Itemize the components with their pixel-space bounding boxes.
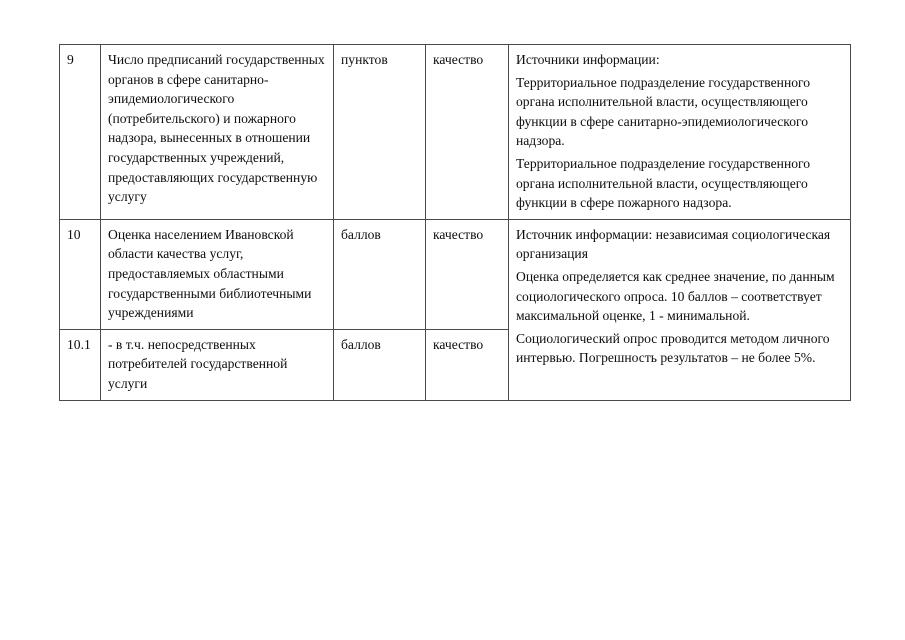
indicator-name-cell: Оценка населением Ивановской области кач…: [100, 218, 334, 330]
indicator-type-cell: качество: [425, 44, 509, 220]
indicator-type-cell: качество: [425, 218, 509, 330]
information-source-cell: Источники информации: Территориальное по…: [508, 44, 851, 220]
unit-cell: баллов: [333, 328, 426, 401]
row-number-cell: 10: [59, 218, 101, 330]
source-paragraph: Территориальное подразделение государств…: [516, 155, 811, 211]
source-paragraph: Территориальное подразделение государств…: [516, 74, 811, 149]
source-paragraph: Оценка определяется как среднее значение…: [516, 268, 835, 324]
table-row: 10 Оценка населением Ивановской области …: [59, 218, 851, 401]
indicator-type-cell: качество: [425, 328, 509, 401]
indicator-name-cell: - в т.ч. непосредственных потребителей г…: [100, 328, 334, 401]
table-row: 10.1 - в т.ч. непосредственных потребите…: [59, 328, 851, 401]
row-number-cell: 10.1: [59, 328, 101, 401]
indicators-table: 9 Число предписаний государственных орга…: [59, 44, 851, 401]
information-source-cell: Источник информации: независимая социоло…: [508, 218, 851, 401]
table-row: 9 Число предписаний государственных орга…: [59, 44, 851, 220]
indicator-name-cell: Число предписаний государственных органо…: [100, 44, 334, 220]
row-number-cell: 9: [59, 44, 101, 220]
unit-cell: баллов: [333, 218, 426, 330]
unit-cell: пунктов: [333, 44, 426, 220]
source-paragraph: Социологический опрос проводится методом…: [516, 330, 830, 366]
source-paragraph: Источник информации: независимая социоло…: [516, 226, 831, 262]
source-paragraph: Источники информации:: [516, 52, 660, 67]
